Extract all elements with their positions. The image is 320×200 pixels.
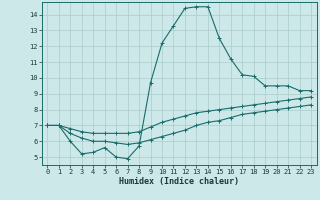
X-axis label: Humidex (Indice chaleur): Humidex (Indice chaleur) <box>119 177 239 186</box>
